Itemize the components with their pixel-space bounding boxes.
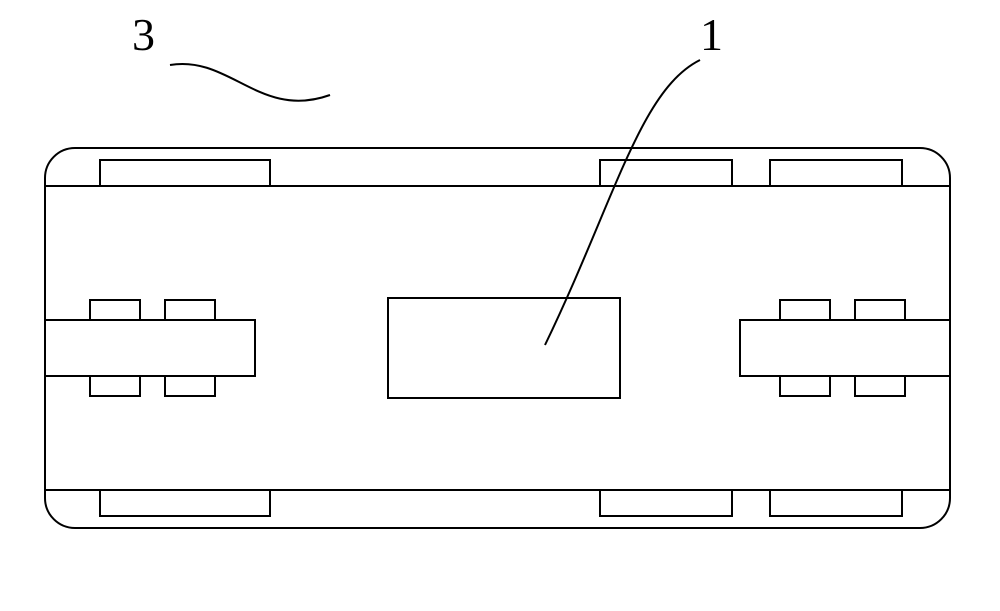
bottom-tab-2 — [770, 490, 902, 516]
callout-label-3: 3 — [132, 8, 155, 61]
top-tab-0 — [100, 160, 270, 186]
bottom-tab-1 — [600, 490, 732, 516]
callout-label-1: 1 — [700, 8, 723, 61]
right-lug-bottom-0 — [780, 376, 830, 396]
right-lug-top-1 — [855, 300, 905, 320]
top-tab-2 — [770, 160, 902, 186]
leader-leader-3 — [170, 64, 330, 101]
chassis-outline — [45, 148, 950, 528]
leader-leader-1 — [545, 60, 700, 345]
left-lug-top-0 — [90, 300, 140, 320]
bottom-tab-0 — [100, 490, 270, 516]
right-side-bar — [740, 320, 950, 376]
left-lug-bottom-0 — [90, 376, 140, 396]
central-block — [388, 298, 620, 398]
left-lug-top-1 — [165, 300, 215, 320]
left-side-bar — [45, 320, 255, 376]
right-lug-top-0 — [780, 300, 830, 320]
left-lug-bottom-1 — [165, 376, 215, 396]
right-lug-bottom-1 — [855, 376, 905, 396]
